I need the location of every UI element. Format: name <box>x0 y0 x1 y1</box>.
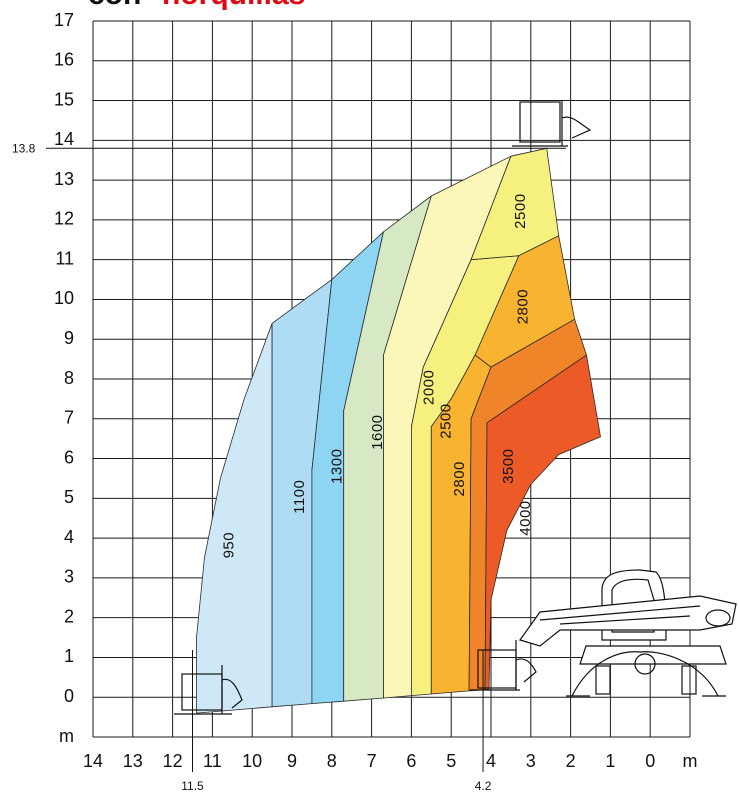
x-tick-label: 8 <box>327 751 337 771</box>
zone-label: 1100 <box>291 480 308 514</box>
stabilizers <box>571 651 719 697</box>
zone-label: 1300 <box>329 449 346 484</box>
wheel <box>681 665 697 695</box>
reference-label: 11.5 <box>181 779 204 793</box>
load-box <box>519 101 561 143</box>
reference-label: 13.8 <box>12 141 36 155</box>
zone-label: 2800 <box>515 289 532 324</box>
y-tick-label: 7 <box>64 408 74 428</box>
boom <box>519 595 737 647</box>
boom-pivot <box>705 609 731 627</box>
x-tick-label: 4 <box>486 751 496 771</box>
fork-icon <box>174 665 243 715</box>
y-tick-label: 2 <box>64 606 74 626</box>
x-tick-label: 0 <box>645 751 655 771</box>
x-tick-label: m <box>683 751 698 771</box>
fork <box>512 100 592 147</box>
y-tick-label: 10 <box>54 288 74 308</box>
y-tick-label: 17 <box>54 10 74 30</box>
title-prefix: con <box>88 0 141 11</box>
load-zone <box>470 147 560 261</box>
x-tick-label: 11 <box>203 751 222 771</box>
zone-label: 2800 <box>451 461 468 496</box>
x-tick-label: 9 <box>287 751 297 771</box>
y-tick-label: 14 <box>54 129 74 149</box>
annotations: 13.8 11.5 4.2 <box>12 141 566 793</box>
chart-title: horquillas <box>162 0 305 11</box>
fork <box>470 640 537 691</box>
telehandler <box>519 569 737 697</box>
cab-window <box>611 578 655 633</box>
x-tick-label: 5 <box>446 751 456 771</box>
y-tick-label: 6 <box>64 447 74 467</box>
x-tick-label: 13 <box>123 751 143 771</box>
zone-labels: 9501100130016002000250025002800280035004… <box>220 193 534 558</box>
y-tick-label: m <box>59 726 74 746</box>
load-zone <box>196 322 273 714</box>
zone-label: 4000 <box>517 500 534 535</box>
boom-detail <box>539 605 701 625</box>
x-tick-label: 3 <box>526 751 536 771</box>
load-zone <box>484 354 601 691</box>
reference-label: 4.2 <box>475 779 492 793</box>
fork-icon <box>470 640 537 691</box>
y-tick-label: 13 <box>54 169 74 189</box>
y-tick-label: 12 <box>54 209 74 229</box>
y-tick-label: 8 <box>64 368 74 388</box>
chassis <box>579 645 727 665</box>
zone-label: 2000 <box>420 370 437 405</box>
zone-label: 2500 <box>512 193 529 228</box>
x-tick-label: 7 <box>367 751 377 771</box>
x-tick-label: 12 <box>163 751 183 771</box>
y-tick-label: 9 <box>64 328 74 348</box>
fork <box>174 665 243 715</box>
fork-icon <box>512 100 592 147</box>
axle <box>634 653 656 675</box>
y-tick-label: 4 <box>64 527 74 547</box>
x-tick-label: 10 <box>242 751 262 771</box>
y-tick-label: 1 <box>64 646 74 666</box>
x-tick-label: 1 <box>605 751 615 771</box>
zone-label: 950 <box>220 532 237 559</box>
zones <box>196 147 601 714</box>
y-tick-label: 3 <box>64 567 74 587</box>
x-tick-label: 6 <box>406 751 416 771</box>
y-tick-label: 0 <box>64 686 74 706</box>
y-tick-label: 5 <box>64 487 74 507</box>
y-tick-label: 15 <box>54 89 74 109</box>
y-tick-label: 16 <box>54 50 74 70</box>
wheel <box>595 665 611 695</box>
x-tick-label: 14 <box>83 751 103 771</box>
zone-label: 3500 <box>500 449 517 484</box>
zone-label: 2500 <box>437 403 454 438</box>
zone-label: 1600 <box>369 414 386 449</box>
y-tick-label: 11 <box>55 248 74 268</box>
x-tick-label: 2 <box>566 751 576 771</box>
